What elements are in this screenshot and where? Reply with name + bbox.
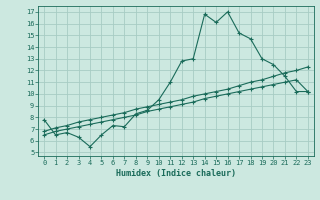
X-axis label: Humidex (Indice chaleur): Humidex (Indice chaleur) [116,169,236,178]
